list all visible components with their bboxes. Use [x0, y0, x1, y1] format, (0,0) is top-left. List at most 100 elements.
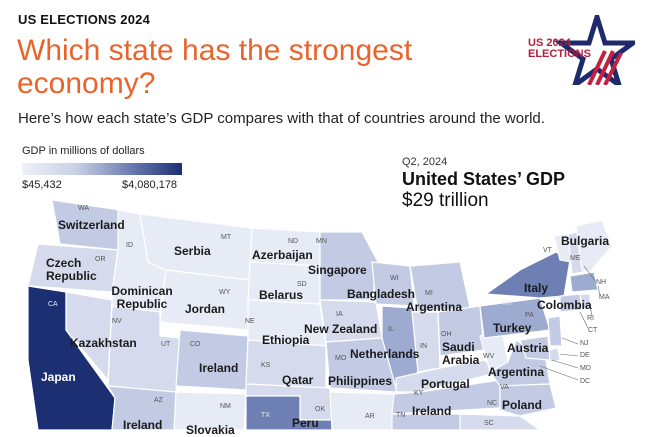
country-label-il: Netherlands	[350, 347, 420, 361]
state-label-tn: TN	[396, 412, 406, 419]
state-label-ok: OK	[315, 406, 326, 413]
country-label-wi: Argentina	[406, 300, 463, 314]
state-label-az: AZ	[154, 397, 163, 404]
state-shape-nm	[173, 391, 247, 430]
legend-min-label: $45,432	[22, 179, 62, 191]
state-label-wy: WY	[219, 289, 231, 296]
state-shape-nc	[499, 383, 557, 417]
country-label-sd: Belarus	[259, 288, 304, 302]
state-label-nh: NH	[596, 279, 607, 286]
state-label-wi: WI	[390, 275, 399, 282]
country-label-wa: Switzerland	[58, 218, 125, 232]
logo-line-2: ELECTIONS	[528, 48, 591, 60]
state-label-mt: MT	[221, 234, 232, 241]
state-shape-ri	[579, 293, 591, 309]
country-label-ma: Colombia	[537, 298, 592, 312]
state-label-va: VA	[500, 384, 509, 391]
state-label-id: ID	[126, 242, 133, 249]
state-label-oh: OH	[441, 331, 452, 338]
state-label-nd: ND	[288, 238, 299, 245]
country-label-ks: Qatar	[282, 373, 314, 387]
state-label-ne: NE	[245, 318, 255, 325]
state-label-wv: WV	[483, 353, 495, 360]
national-period: Q2, 2024	[402, 156, 448, 168]
country-label-wy: Jordan	[185, 302, 226, 316]
country-label-mn: Bangladesh	[347, 287, 416, 301]
country-label-nj: Austria	[507, 341, 549, 355]
state-label-nv: NV	[112, 318, 122, 325]
state-label-nc: NC	[487, 400, 498, 407]
kicker: US ELECTIONS 2024	[18, 12, 150, 27]
country-label-nv: Dominican Republic	[111, 284, 173, 311]
country-label-ia: New Zealand	[304, 322, 378, 336]
state-shape-az	[106, 385, 177, 430]
state-shape-nh	[567, 231, 585, 275]
state-label-mn: MN	[316, 238, 327, 245]
country-label-va: Argentina	[488, 365, 545, 379]
state-label-ct: CT	[588, 327, 598, 334]
country-label-co: Ireland	[199, 361, 239, 375]
state-shape-wi	[371, 261, 415, 307]
country-label-ut: Kazakhstan	[70, 336, 137, 350]
national-title: United States’ GDP	[402, 169, 566, 189]
leader-line-nh	[583, 265, 597, 283]
state-label-de: DE	[580, 352, 590, 359]
legend-max-label: $4,080,178	[122, 179, 178, 191]
country-label-nd: Singapore	[308, 263, 367, 277]
country-label-mo: Philippines	[328, 374, 393, 388]
country-label-tn: Ireland	[412, 404, 452, 418]
state-label-nm: NM	[220, 403, 231, 410]
state-label-sd: SD	[297, 281, 307, 288]
legend-gradient-bar	[22, 163, 182, 175]
state-label-il: IL	[388, 326, 394, 333]
state-shape-co	[175, 329, 249, 391]
state-label-or: OR	[95, 256, 106, 263]
state-label-co: CO	[190, 341, 201, 348]
country-label-id: Serbia	[174, 244, 211, 258]
deck: Here’s how each state’s GDP compares wit…	[18, 110, 545, 127]
country-label-me: Bulgaria	[561, 234, 610, 248]
country-label-mt: Azerbaijan	[252, 248, 313, 262]
leader-line-ct	[579, 311, 589, 329]
state-shape-ar	[329, 391, 395, 430]
state-label-nj: NJ	[580, 340, 589, 347]
national-value: $29 trillion	[402, 190, 489, 211]
leader-line-nj	[561, 337, 579, 345]
state-label-ca: CA	[48, 301, 58, 308]
country-label-pa: Turkey	[493, 321, 532, 335]
leader-line-de	[559, 353, 579, 357]
country-label-ca: Japan	[41, 370, 76, 384]
leader-line-ri	[589, 305, 593, 317]
state-label-md: MD	[580, 365, 591, 372]
logo-text: US 2024 ELECTIONS	[528, 38, 591, 60]
state-label-vt: VT	[543, 247, 552, 254]
state-label-me: ME	[570, 255, 581, 262]
elections-logo	[553, 15, 635, 85]
state-label-wa: WA	[78, 205, 90, 212]
leader-line-md	[551, 359, 579, 369]
state-label-tx: TX	[261, 412, 270, 419]
state-label-pa: PA	[525, 312, 534, 319]
state-label-in: IN	[420, 343, 427, 350]
state-label-mi: MI	[425, 290, 433, 297]
state-label-ky: KY	[414, 390, 424, 397]
state-label-ks: KS	[261, 362, 271, 369]
state-label-dc: DC	[580, 378, 591, 385]
country-label-in: Portugal	[421, 377, 470, 391]
state-shape-sc	[459, 413, 542, 430]
state-label-ar: AR	[365, 413, 375, 420]
state-label-ny: NY	[503, 300, 513, 307]
country-label-oh: Saudi Arabia	[442, 340, 480, 367]
state-label-ri: RI	[587, 315, 594, 322]
logo-line-1: US 2024	[528, 37, 571, 49]
leader-line-ma	[597, 285, 601, 297]
state-label-ut: UT	[161, 341, 171, 348]
state-shape-nj	[547, 315, 563, 347]
state-shape-me	[575, 219, 613, 273]
state-shape-ma	[569, 271, 599, 293]
country-label-or: Czech Republic	[46, 256, 97, 283]
country-label-az: Ireland	[123, 418, 163, 432]
country-label-ny: Italy	[524, 281, 549, 295]
leader-line-dc	[539, 365, 579, 381]
